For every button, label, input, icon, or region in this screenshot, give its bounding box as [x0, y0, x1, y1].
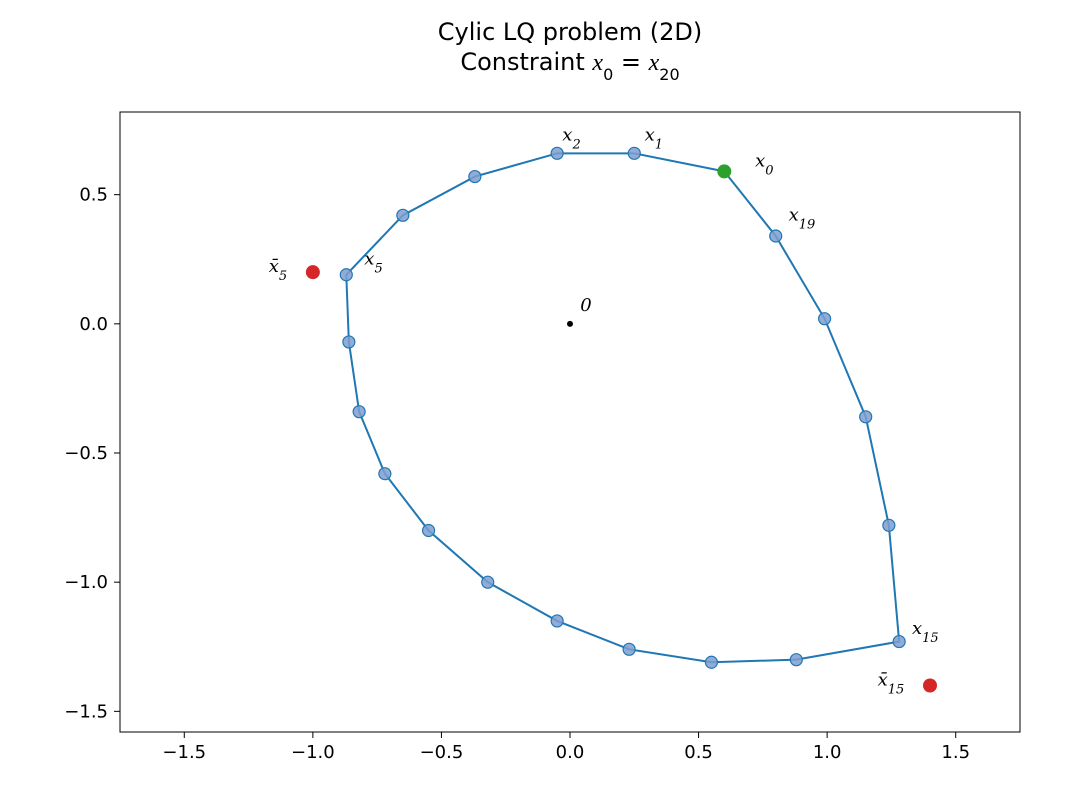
- ytick-label: 0.0: [79, 314, 108, 335]
- trajectory-point: [469, 171, 481, 183]
- ytick-label: −1.5: [64, 701, 108, 722]
- trajectory-point: [623, 643, 635, 655]
- origin-marker: [567, 321, 573, 327]
- trajectory-point: [628, 147, 640, 159]
- trajectory-point: [551, 147, 563, 159]
- chart-title-line1: Cylic LQ problem (2D): [438, 18, 702, 46]
- target-marker: [306, 265, 320, 279]
- xtick-label: 1.0: [813, 742, 842, 763]
- xtick-label: 1.5: [941, 742, 970, 763]
- start-marker: [717, 164, 731, 178]
- trajectory-point: [860, 411, 872, 423]
- trajectory-point: [883, 519, 895, 531]
- xtick-label: 0.0: [556, 742, 585, 763]
- lq-cyclic-chart: Cylic LQ problem (2D)Constraint x0 = x20…: [0, 0, 1080, 800]
- point-label: 0: [580, 295, 591, 316]
- target-marker: [923, 679, 937, 693]
- trajectory-point: [705, 656, 717, 668]
- trajectory-point: [397, 209, 409, 221]
- trajectory-point: [551, 615, 563, 627]
- trajectory-point: [482, 576, 494, 588]
- ytick-label: 0.5: [79, 185, 108, 206]
- xtick-label: −1.5: [162, 742, 206, 763]
- xtick-label: −1.0: [291, 742, 335, 763]
- ytick-label: −0.5: [64, 443, 108, 464]
- trajectory-point: [353, 406, 365, 418]
- trajectory-point: [423, 525, 435, 537]
- xtick-label: −0.5: [420, 742, 464, 763]
- trajectory-point: [819, 313, 831, 325]
- trajectory-point: [770, 230, 782, 242]
- xtick-label: 0.5: [684, 742, 713, 763]
- trajectory-point: [379, 468, 391, 480]
- trajectory-point: [340, 269, 352, 281]
- trajectory-point: [893, 636, 905, 648]
- trajectory-point: [343, 336, 355, 348]
- ytick-label: −1.0: [64, 572, 108, 593]
- trajectory-point: [790, 654, 802, 666]
